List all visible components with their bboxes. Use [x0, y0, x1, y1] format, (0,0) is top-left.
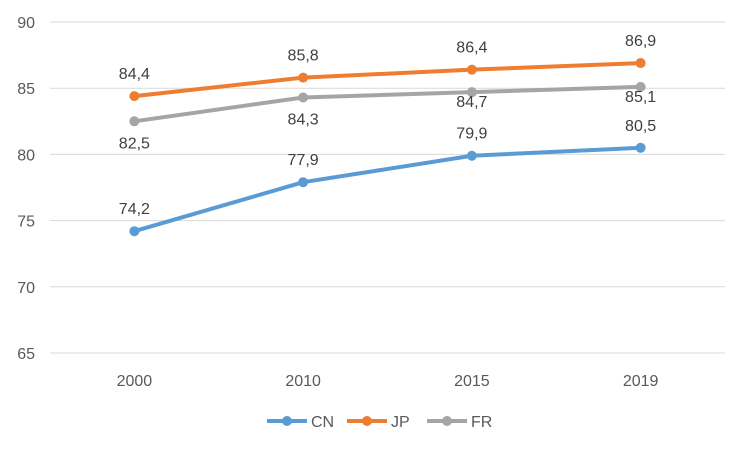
series-line-jp [132, 61, 643, 99]
y-tick-label: 65 [17, 346, 35, 363]
data-point-fr [129, 116, 140, 127]
data-label-cn: 74,2 [119, 201, 150, 218]
x-axis-ticks: 2000 2010 2015 2019 [117, 373, 659, 390]
legend-swatch-marker [362, 416, 372, 426]
data-point-jp [129, 91, 140, 102]
data-point-cn [635, 142, 646, 153]
data-label-jp: 84,4 [119, 66, 150, 83]
y-tick-label: 90 [17, 15, 35, 32]
data-point-fr [298, 92, 309, 103]
data-label-fr: 84,3 [288, 111, 319, 128]
legend-item-fr: FR [427, 414, 492, 431]
legend-label: JP [391, 414, 410, 431]
data-point-fr [466, 87, 477, 98]
y-tick-label: 75 [17, 214, 35, 231]
legend: CN JP FR [267, 414, 492, 431]
data-point-cn [298, 177, 309, 188]
legend-item-cn: CN [267, 414, 334, 431]
data-point-jp [635, 58, 646, 69]
x-tick-label: 2010 [285, 373, 321, 390]
data-label-jp: 85,8 [288, 48, 319, 65]
data-point-cn [466, 150, 477, 161]
x-tick-label: 2000 [117, 373, 153, 390]
data-point-jp [298, 72, 309, 83]
legend-label: FR [471, 414, 492, 431]
data-label-cn: 77,9 [288, 152, 319, 169]
y-axis-ticks: 65 70 75 80 85 90 [17, 15, 35, 363]
x-tick-label: 2015 [454, 373, 490, 390]
y-tick-label: 85 [17, 81, 35, 98]
data-label-fr: 82,5 [119, 135, 150, 152]
series-line-fr [132, 84, 643, 124]
gridlines [50, 21, 725, 354]
data-point-jp [466, 64, 477, 75]
data-labels: 74,2 77,9 79,9 80,5 84,4 85,8 86,4 86,9 82,5 84,3… [119, 33, 656, 218]
y-tick-label: 80 [17, 147, 35, 164]
data-label-fr: 84,7 [456, 94, 487, 111]
x-tick-label: 2019 [623, 373, 659, 390]
legend-swatch-marker [282, 416, 292, 426]
legend-swatch-marker [442, 416, 452, 426]
data-label-jp: 86,9 [625, 33, 656, 50]
legend-label: CN [311, 414, 334, 431]
data-point-fr [635, 81, 646, 92]
data-label-jp: 86,4 [456, 40, 487, 57]
data-point-cn [129, 226, 140, 237]
series-group [129, 58, 646, 237]
legend-item-jp: JP [347, 414, 410, 431]
data-label-fr: 85,1 [625, 89, 656, 106]
data-label-cn: 80,5 [625, 118, 656, 135]
series-line-cn [132, 145, 643, 234]
y-tick-label: 70 [17, 280, 35, 297]
data-label-cn: 79,9 [456, 126, 487, 143]
